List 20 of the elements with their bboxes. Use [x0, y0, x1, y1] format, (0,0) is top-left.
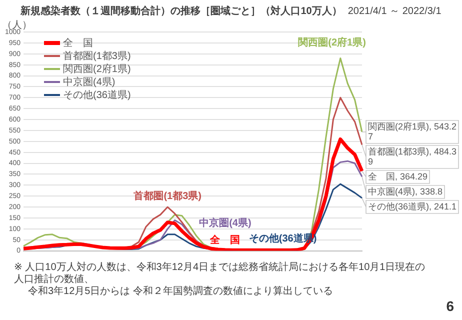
legend-label: その他(36道県): [63, 88, 131, 102]
text: 6: [446, 298, 454, 314]
text: 2021/4/1 ～ 2022/3/1: [348, 6, 442, 17]
text: 中京圏(4県), 338.8: [368, 186, 443, 196]
text: 関西圏(2府1県), 543.27: [368, 121, 457, 142]
annotation: 全 国: [209, 234, 240, 246]
legend-label: 首都圏(1都3県): [63, 50, 131, 62]
text: 全 国, 364.29: [368, 171, 428, 182]
chart-title: 新規感染者数（１週間移動合計）の推移［圏域ごと］（対人口10万人）: [20, 6, 342, 17]
legend-label: 関西圏(2府1県): [63, 62, 131, 76]
annotation: 関西圏(2府1県): [298, 36, 366, 49]
text: 令和3年12月5日からは 令和２年国勢調査の数値により算出している: [27, 286, 334, 298]
text: ※ 人口10万人対の人数は、令和3年12月4日までは総務省統計局における各年10月1日現在の人口推計の数値、: [14, 262, 426, 286]
text: その他(36道県), 241.1: [368, 201, 457, 212]
legend-label: 中京圏(4県): [63, 76, 116, 88]
annotation: その他(36道県): [248, 232, 317, 245]
text: 首都圏(1都3県), 484.39: [368, 146, 457, 166]
annotation: 首都圏(1都3県): [132, 190, 202, 202]
annotation: 中京圏(4県): [199, 217, 252, 230]
legend-label: 全 国: [63, 36, 93, 50]
